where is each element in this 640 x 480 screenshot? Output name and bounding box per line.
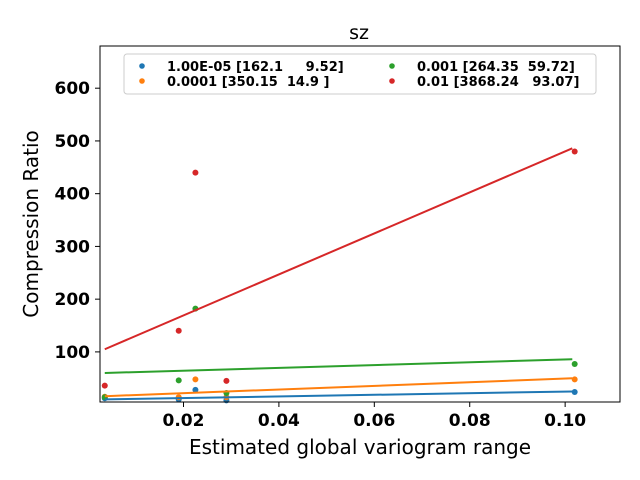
data-point-s3-1 <box>175 327 182 334</box>
data-point-s2-1 <box>175 377 182 384</box>
fit-line-s1 <box>104 377 573 398</box>
legend-marker-s1 <box>139 78 145 84</box>
fit-line-s0 <box>104 390 573 401</box>
y-tick-label: 400 <box>55 185 91 205</box>
data-point-s3-4 <box>571 148 578 155</box>
x-tick-label: 0.10 <box>544 411 586 431</box>
data-point-s0-2 <box>192 386 199 393</box>
plot-layer <box>101 147 578 404</box>
plot-frame <box>99 45 621 403</box>
x-axis-label: Estimated global variogram range <box>189 435 531 459</box>
data-point-s3-0 <box>101 382 108 389</box>
chart-title: sz <box>349 22 369 44</box>
legend-marker-s0 <box>139 63 145 69</box>
data-point-s1-4 <box>571 376 578 383</box>
x-tick-label: 0.08 <box>449 411 491 431</box>
legend-label-s2: 0.001 [264.35 59.72] <box>417 60 575 75</box>
legend-box <box>123 53 597 95</box>
x-axis: 0.02 0.04 0.06 0.08 0.10 <box>163 402 586 431</box>
y-axis: 100 200 300 400 500 600 <box>55 79 100 363</box>
y-tick-label: 500 <box>55 132 91 152</box>
y-tick-label: 300 <box>55 237 91 257</box>
x-tick-label: 0.04 <box>258 411 300 431</box>
legend-marker-s2 <box>389 63 395 69</box>
fit-line-s3 <box>104 147 573 351</box>
y-axis-label: Compression Ratio <box>19 130 43 317</box>
y-tick-label: 200 <box>55 290 91 310</box>
data-point-s3-2 <box>192 169 199 176</box>
fit-line-s2 <box>104 358 573 374</box>
legend-label-s1: 0.0001 [350.15 14.9 ] <box>167 75 329 90</box>
x-tick-label: 0.06 <box>353 411 395 431</box>
legend-label-s3: 0.01 [3868.24 93.07] <box>417 75 579 90</box>
data-point-s3-3 <box>223 377 230 384</box>
data-point-s2-4 <box>571 361 578 368</box>
x-tick-label: 0.02 <box>163 411 205 431</box>
legend: 1.00E-05 [162.1 9.52]0.0001 [350.15 14.9… <box>123 53 597 95</box>
legend-marker-s3 <box>389 78 395 84</box>
data-point-s0-4 <box>571 388 578 395</box>
legend-label-s0: 1.00E-05 [162.1 9.52] <box>167 60 344 75</box>
data-point-s1-2 <box>192 376 199 383</box>
y-tick-label: 100 <box>55 343 91 363</box>
y-tick-label: 600 <box>55 79 91 99</box>
